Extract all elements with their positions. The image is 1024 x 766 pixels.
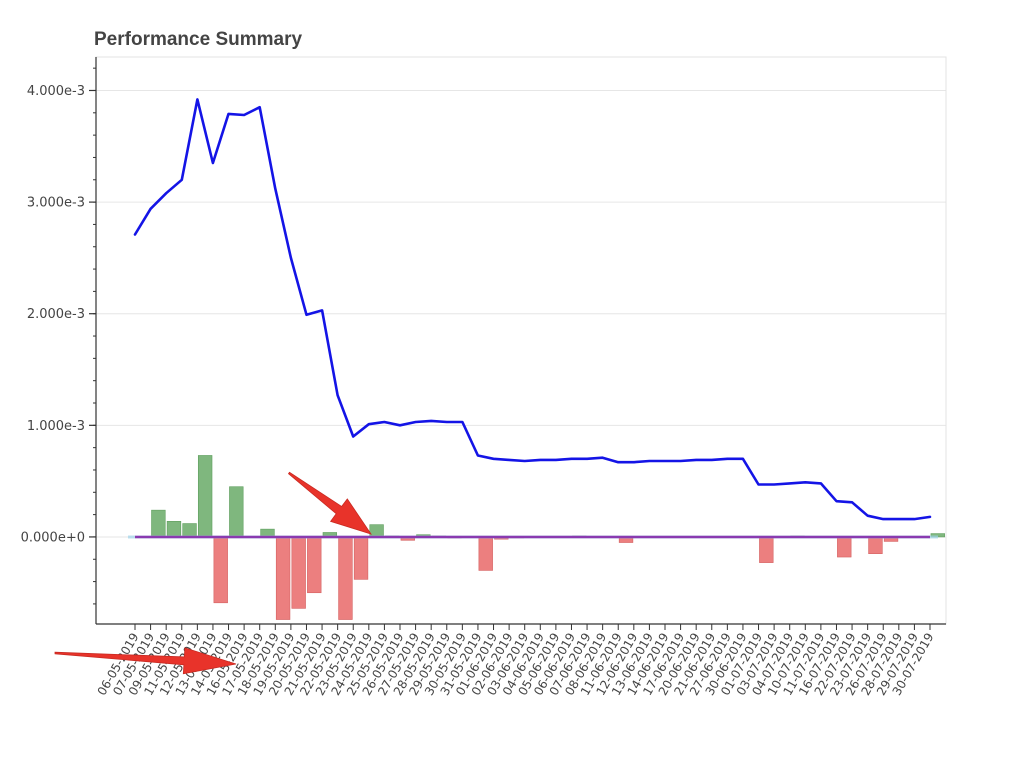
negative-bar <box>213 536 228 604</box>
negative-bar <box>307 536 322 594</box>
annotations <box>54 471 372 675</box>
chart-title: Performance Summary <box>94 29 302 50</box>
positive-bar <box>166 521 182 538</box>
series-line <box>133 98 932 521</box>
negative-bar <box>837 536 852 558</box>
negative-bar <box>275 536 291 620</box>
y-tick-label: 3.000e-3 <box>27 196 85 211</box>
grid-lines <box>96 89 946 538</box>
red-arrow-x-axis-dates <box>54 647 237 675</box>
x-axis: 06-05-201907-05-201909-05-201911-05-2019… <box>95 623 946 698</box>
positive-bar <box>151 509 166 538</box>
positive-bar <box>182 523 197 538</box>
line-series <box>133 98 932 521</box>
negative-bar <box>478 536 493 571</box>
negative-bar <box>759 536 774 563</box>
y-tick-label: 4.000e-3 <box>27 84 85 99</box>
negative-bar <box>291 536 306 609</box>
positive-bar <box>197 455 213 538</box>
positive-bar <box>369 524 384 538</box>
y-tick-label: 1.000e-3 <box>27 419 85 434</box>
red-arrow-bar-near-zero <box>287 471 372 535</box>
y-tick-label: 2.000e-3 <box>27 307 85 322</box>
y-axis: 0.000e+0 1.000e-3 2.000e-3 3.000e-3 4.000e-3 <box>21 57 97 624</box>
negative-bar <box>338 536 353 620</box>
negative-bar <box>353 536 369 580</box>
y-tick-label: 0.000e+0 <box>21 530 85 545</box>
bar-series <box>151 455 945 620</box>
positive-bar <box>229 486 244 538</box>
negative-bar <box>868 536 883 554</box>
